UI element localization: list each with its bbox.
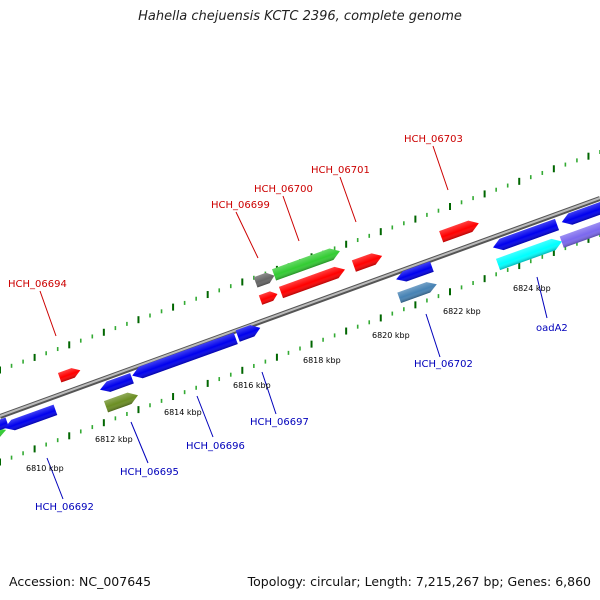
leader-line xyxy=(46,457,64,500)
bottom-gene-labels: HCH_06692 HCH_06695 HCH_06696 HCH_06697 … xyxy=(35,323,568,513)
gene-label-hch-06702: HCH_06702 xyxy=(414,359,473,370)
leader-line xyxy=(432,145,449,191)
gene-arrow-blue-d xyxy=(561,196,600,225)
gene-arrow-hch-06701-shade xyxy=(351,253,383,272)
gene-arrow-red-long xyxy=(278,266,345,299)
leader-line xyxy=(235,211,259,259)
gene-arrow-blue-b-shade xyxy=(396,261,434,282)
gene-arrow-blue-c xyxy=(493,218,560,251)
map-title: Hahella chejuensis KCTC 2396, complete g… xyxy=(138,9,462,24)
gene-arrow-blue-c-shade xyxy=(493,218,560,251)
gene-arrow-slate xyxy=(559,219,600,248)
gene-features xyxy=(0,196,600,445)
gene-arrow-hch-06701 xyxy=(351,253,383,272)
gene-arrow-hch-06699-shade xyxy=(253,272,275,288)
gene-arrow-blue-a xyxy=(100,373,134,392)
gene-label-hch-06695: HCH_06695 xyxy=(120,467,179,478)
gene-arrow-hch-06694-shade xyxy=(57,368,81,383)
scale-label-6816: 6816 kbp xyxy=(233,381,271,390)
leader-line xyxy=(425,313,441,358)
gene-arrow-blue-a-shade xyxy=(100,373,134,392)
gene-label-hch-06700: HCH_06700 xyxy=(254,184,313,195)
gene-label-hch-06694: HCH_06694 xyxy=(8,279,67,290)
gene-arrow-hch-06695 xyxy=(103,392,138,413)
gene-arrow-hch-06703 xyxy=(439,220,479,243)
label-leaders xyxy=(39,145,548,500)
gene-arrow-hch-06696-shade xyxy=(132,332,238,379)
gene-arrow-hch-06697-shade xyxy=(235,325,261,342)
top-tick-track xyxy=(0,150,600,374)
gene-arrow-blue-d-shade xyxy=(561,196,600,225)
leader-line xyxy=(261,371,277,415)
gene-arrow-hch-06695-shade xyxy=(103,392,138,413)
gene-arrow-hch-06699 xyxy=(253,272,275,288)
gene-label-hch-06703: HCH_06703 xyxy=(404,134,463,145)
gene-arrow-hch-06703-shade xyxy=(439,220,479,243)
gene-arrow-red-small xyxy=(258,291,278,305)
gene-arrow-hch-06700 xyxy=(272,248,340,281)
gene-label-hch-06692: HCH_06692 xyxy=(35,502,94,513)
gene-arrow-hch-06702-shade xyxy=(397,282,437,303)
leader-line xyxy=(196,395,214,438)
gene-arrow-hch-06694 xyxy=(57,368,81,383)
scale-label-6812: 6812 kbp xyxy=(95,435,133,444)
leader-line xyxy=(536,276,548,319)
gene-arrow-blue-edge xyxy=(0,417,9,434)
scale-label-6814: 6814 kbp xyxy=(164,408,202,417)
scale-label-6824: 6824 kbp xyxy=(513,284,551,293)
gene-label-hch-06696: HCH_06696 xyxy=(186,441,245,452)
gene-label-hch-06699: HCH_06699 xyxy=(211,200,270,211)
accession-text: Accession: NC_007645 xyxy=(9,574,152,589)
gene-arrow-red-small-shade xyxy=(258,291,278,305)
scale-label-6818: 6818 kbp xyxy=(303,356,341,365)
gene-arrow-hch-06692 xyxy=(4,404,58,431)
leader-line xyxy=(130,421,149,464)
gene-arrow-red-long-shade xyxy=(278,266,345,299)
leader-line xyxy=(39,290,57,337)
gene-label-hch-06701: HCH_06701 xyxy=(311,165,370,176)
gene-arrow-hch-06692-shade xyxy=(4,404,58,431)
gene-label-hch-06697: HCH_06697 xyxy=(250,417,309,428)
scale-labels: 6810 kbp 6812 kbp 6814 kbp 6816 kbp 6818… xyxy=(26,284,551,473)
gene-arrow-oada2 xyxy=(495,238,562,271)
scale-label-6822: 6822 kbp xyxy=(443,307,481,316)
gene-arrow-hch-06697 xyxy=(235,325,261,342)
gene-label-oada2: oadA2 xyxy=(536,323,568,334)
gene-arrow-hch-06696 xyxy=(132,332,238,379)
gene-arrow-blue-edge-shade xyxy=(0,417,9,434)
scale-label-6820: 6820 kbp xyxy=(372,331,410,340)
gene-arrow-slate-shade xyxy=(559,219,600,248)
scale-label-6810: 6810 kbp xyxy=(26,464,64,473)
leader-line xyxy=(282,195,300,242)
leader-line xyxy=(339,176,357,223)
backbone-highlight xyxy=(0,197,600,417)
gene-arrow-oada2-shade xyxy=(495,238,562,271)
gene-arrow-hch-06700-shade xyxy=(272,248,340,281)
gene-arrow-blue-b xyxy=(396,261,434,282)
genome-backbone xyxy=(0,196,600,419)
topology-text: Topology: circular; Length: 7,215,267 bp… xyxy=(247,574,591,589)
gene-arrow-hch-06702 xyxy=(397,282,437,303)
top-gene-labels: HCH_06694 HCH_06699 HCH_06700 HCH_06701 … xyxy=(8,134,463,290)
